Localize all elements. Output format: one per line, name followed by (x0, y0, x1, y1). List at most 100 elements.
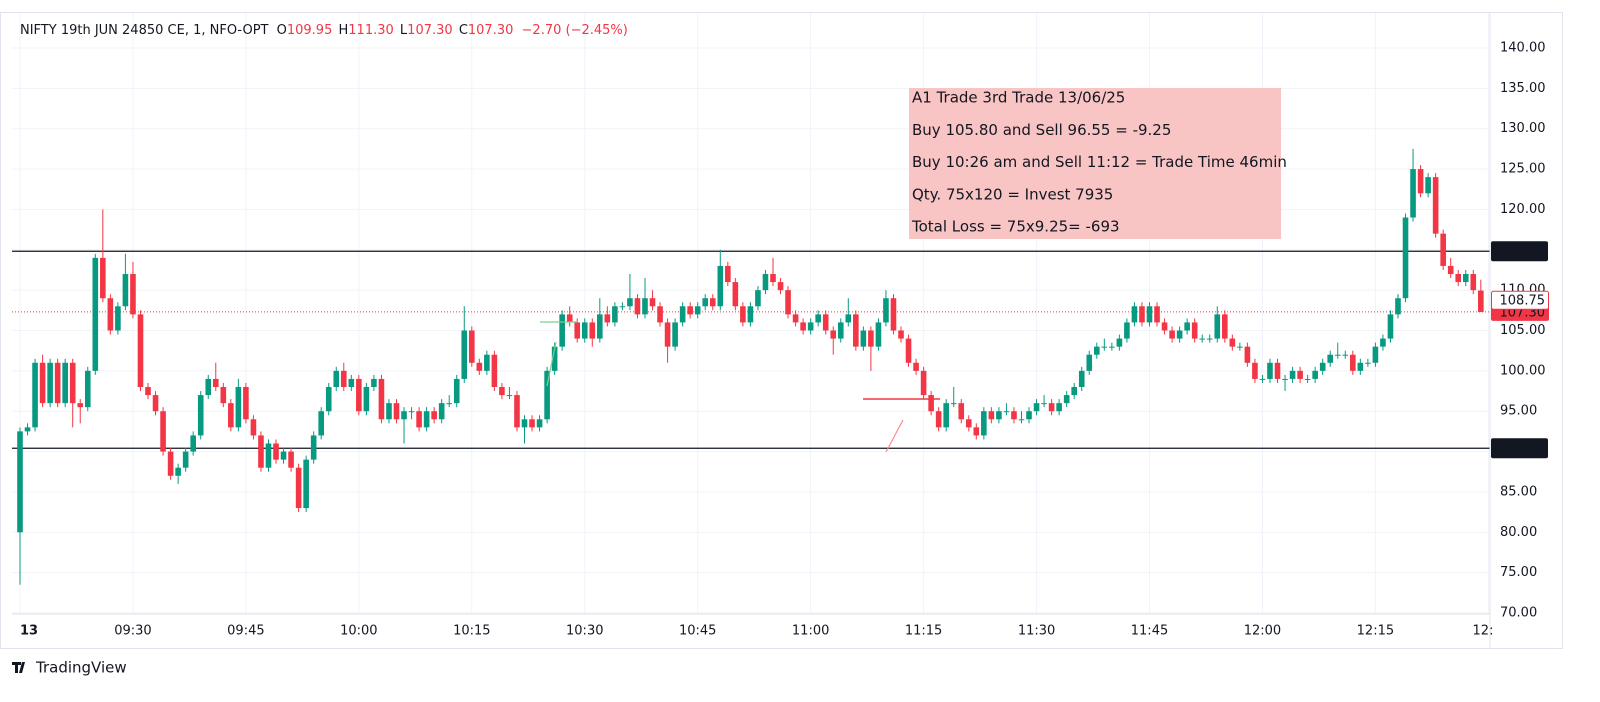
high-label: H (339, 23, 349, 38)
candle-body (491, 354, 498, 387)
brand: TradingView (12, 659, 127, 677)
x-tick-label: 13 (20, 624, 38, 639)
x-tick-label: 11:00 (792, 624, 829, 639)
y-tick-label: 100.00 (1500, 363, 1546, 378)
candle-body (544, 370, 550, 420)
candle-body (1334, 354, 1341, 356)
y-tick-label: 130.00 (1500, 121, 1546, 136)
candle-body (920, 370, 927, 396)
candle-body (1267, 362, 1273, 379)
y-tick-label: 85.00 (1500, 484, 1537, 499)
marker-price-label: 108.75 (1500, 294, 1546, 309)
candle-body (1191, 322, 1198, 339)
candle-body (205, 378, 212, 396)
candle-body (1176, 330, 1183, 339)
price-label-box (1491, 438, 1548, 459)
sell-arrow (885, 419, 904, 453)
candle-body (755, 290, 761, 307)
candle-body (1319, 362, 1326, 371)
candle-body (1470, 274, 1477, 291)
candle-body (1312, 370, 1318, 379)
candle-body (39, 362, 46, 404)
candle-body (679, 306, 686, 323)
candle-body (303, 459, 309, 509)
axes: 70.0075.0080.0085.0090.0095.00100.00105.… (20, 41, 1549, 639)
candle-body (965, 419, 972, 428)
candle-body (1048, 403, 1055, 412)
candle-body (1289, 370, 1296, 379)
candle-body (1146, 306, 1153, 323)
x-tick-label: 10:30 (566, 624, 603, 639)
y-tick-label: 70.00 (1500, 606, 1537, 621)
candle-body (438, 403, 445, 420)
candle-body (973, 427, 980, 436)
candle-body (340, 370, 347, 387)
x-tick-label: 09:45 (227, 624, 264, 639)
candle-body (1417, 169, 1424, 194)
annotation-line: Qty. 75x120 = Invest 7935 (912, 185, 1113, 203)
candle-body (1365, 362, 1371, 364)
candle-body (762, 274, 769, 291)
candle-body (717, 265, 724, 307)
y-tick-label: 135.00 (1500, 81, 1546, 96)
candle-body (62, 362, 68, 404)
candle-body (1259, 378, 1266, 380)
candle-body (1184, 322, 1190, 331)
candle-body (1478, 290, 1484, 312)
open-value: 109.95 (287, 23, 333, 38)
brand-name: TradingView (35, 659, 127, 677)
candle-body (92, 257, 99, 371)
price-label-box (1491, 241, 1548, 262)
candle-body (47, 362, 53, 404)
candle-body (612, 306, 618, 323)
frame (0, 12, 1563, 649)
candle-body (642, 298, 648, 315)
candle-body (408, 411, 415, 413)
candle-body (295, 467, 302, 509)
candle-body (958, 403, 965, 420)
candle-body (800, 322, 806, 331)
legend-header: NIFTY 19th JUN 24850 CE, 1, NFO-OPT O109… (20, 23, 628, 38)
candle-body (461, 330, 468, 379)
candle-body (386, 403, 392, 420)
candle-body (785, 290, 791, 315)
candle-body (815, 314, 821, 323)
candle-body (1440, 233, 1446, 266)
candle-body (416, 411, 422, 428)
candle-body (1011, 411, 1017, 420)
candle-body (1206, 338, 1213, 340)
candle-body (32, 362, 38, 428)
annotation-line: Buy 10:26 am and Sell 11:12 = Trade Time… (912, 153, 1287, 171)
annotation-line: Buy 105.80 and Sell 96.55 = -9.25 (912, 121, 1171, 139)
candle-body (333, 370, 340, 387)
candle-body (182, 451, 189, 468)
candle-body (634, 298, 641, 315)
candle-body (1282, 378, 1288, 380)
candle-body (1026, 411, 1032, 420)
annotation: A1 Trade 3rd Trade 13/06/25 Buy 105.80 an… (909, 88, 1287, 239)
candle-body (1447, 265, 1454, 274)
open-label: O (277, 23, 287, 38)
candle-body (115, 306, 121, 331)
price-label: 114.82 (1494, 245, 1544, 260)
candle-body (1071, 387, 1077, 396)
candle-body (431, 411, 437, 420)
close-value: 107.30 (468, 23, 514, 38)
candle-body (1342, 354, 1349, 356)
candle-body (664, 322, 671, 347)
candle-body (228, 403, 234, 428)
candle-body (725, 265, 731, 283)
candle-body (1304, 378, 1311, 380)
candle-body (950, 403, 957, 405)
candle-body (190, 435, 196, 452)
candle-body (160, 411, 166, 452)
candle-body (363, 387, 370, 412)
candle-body (657, 306, 663, 323)
candle-body (1350, 354, 1356, 371)
candle-body (356, 378, 362, 412)
candle-body (145, 387, 151, 396)
candle-body (747, 306, 754, 323)
annotation-line: Total Loss = 75x9.25= -693 (911, 218, 1120, 236)
candle-body (597, 314, 603, 339)
